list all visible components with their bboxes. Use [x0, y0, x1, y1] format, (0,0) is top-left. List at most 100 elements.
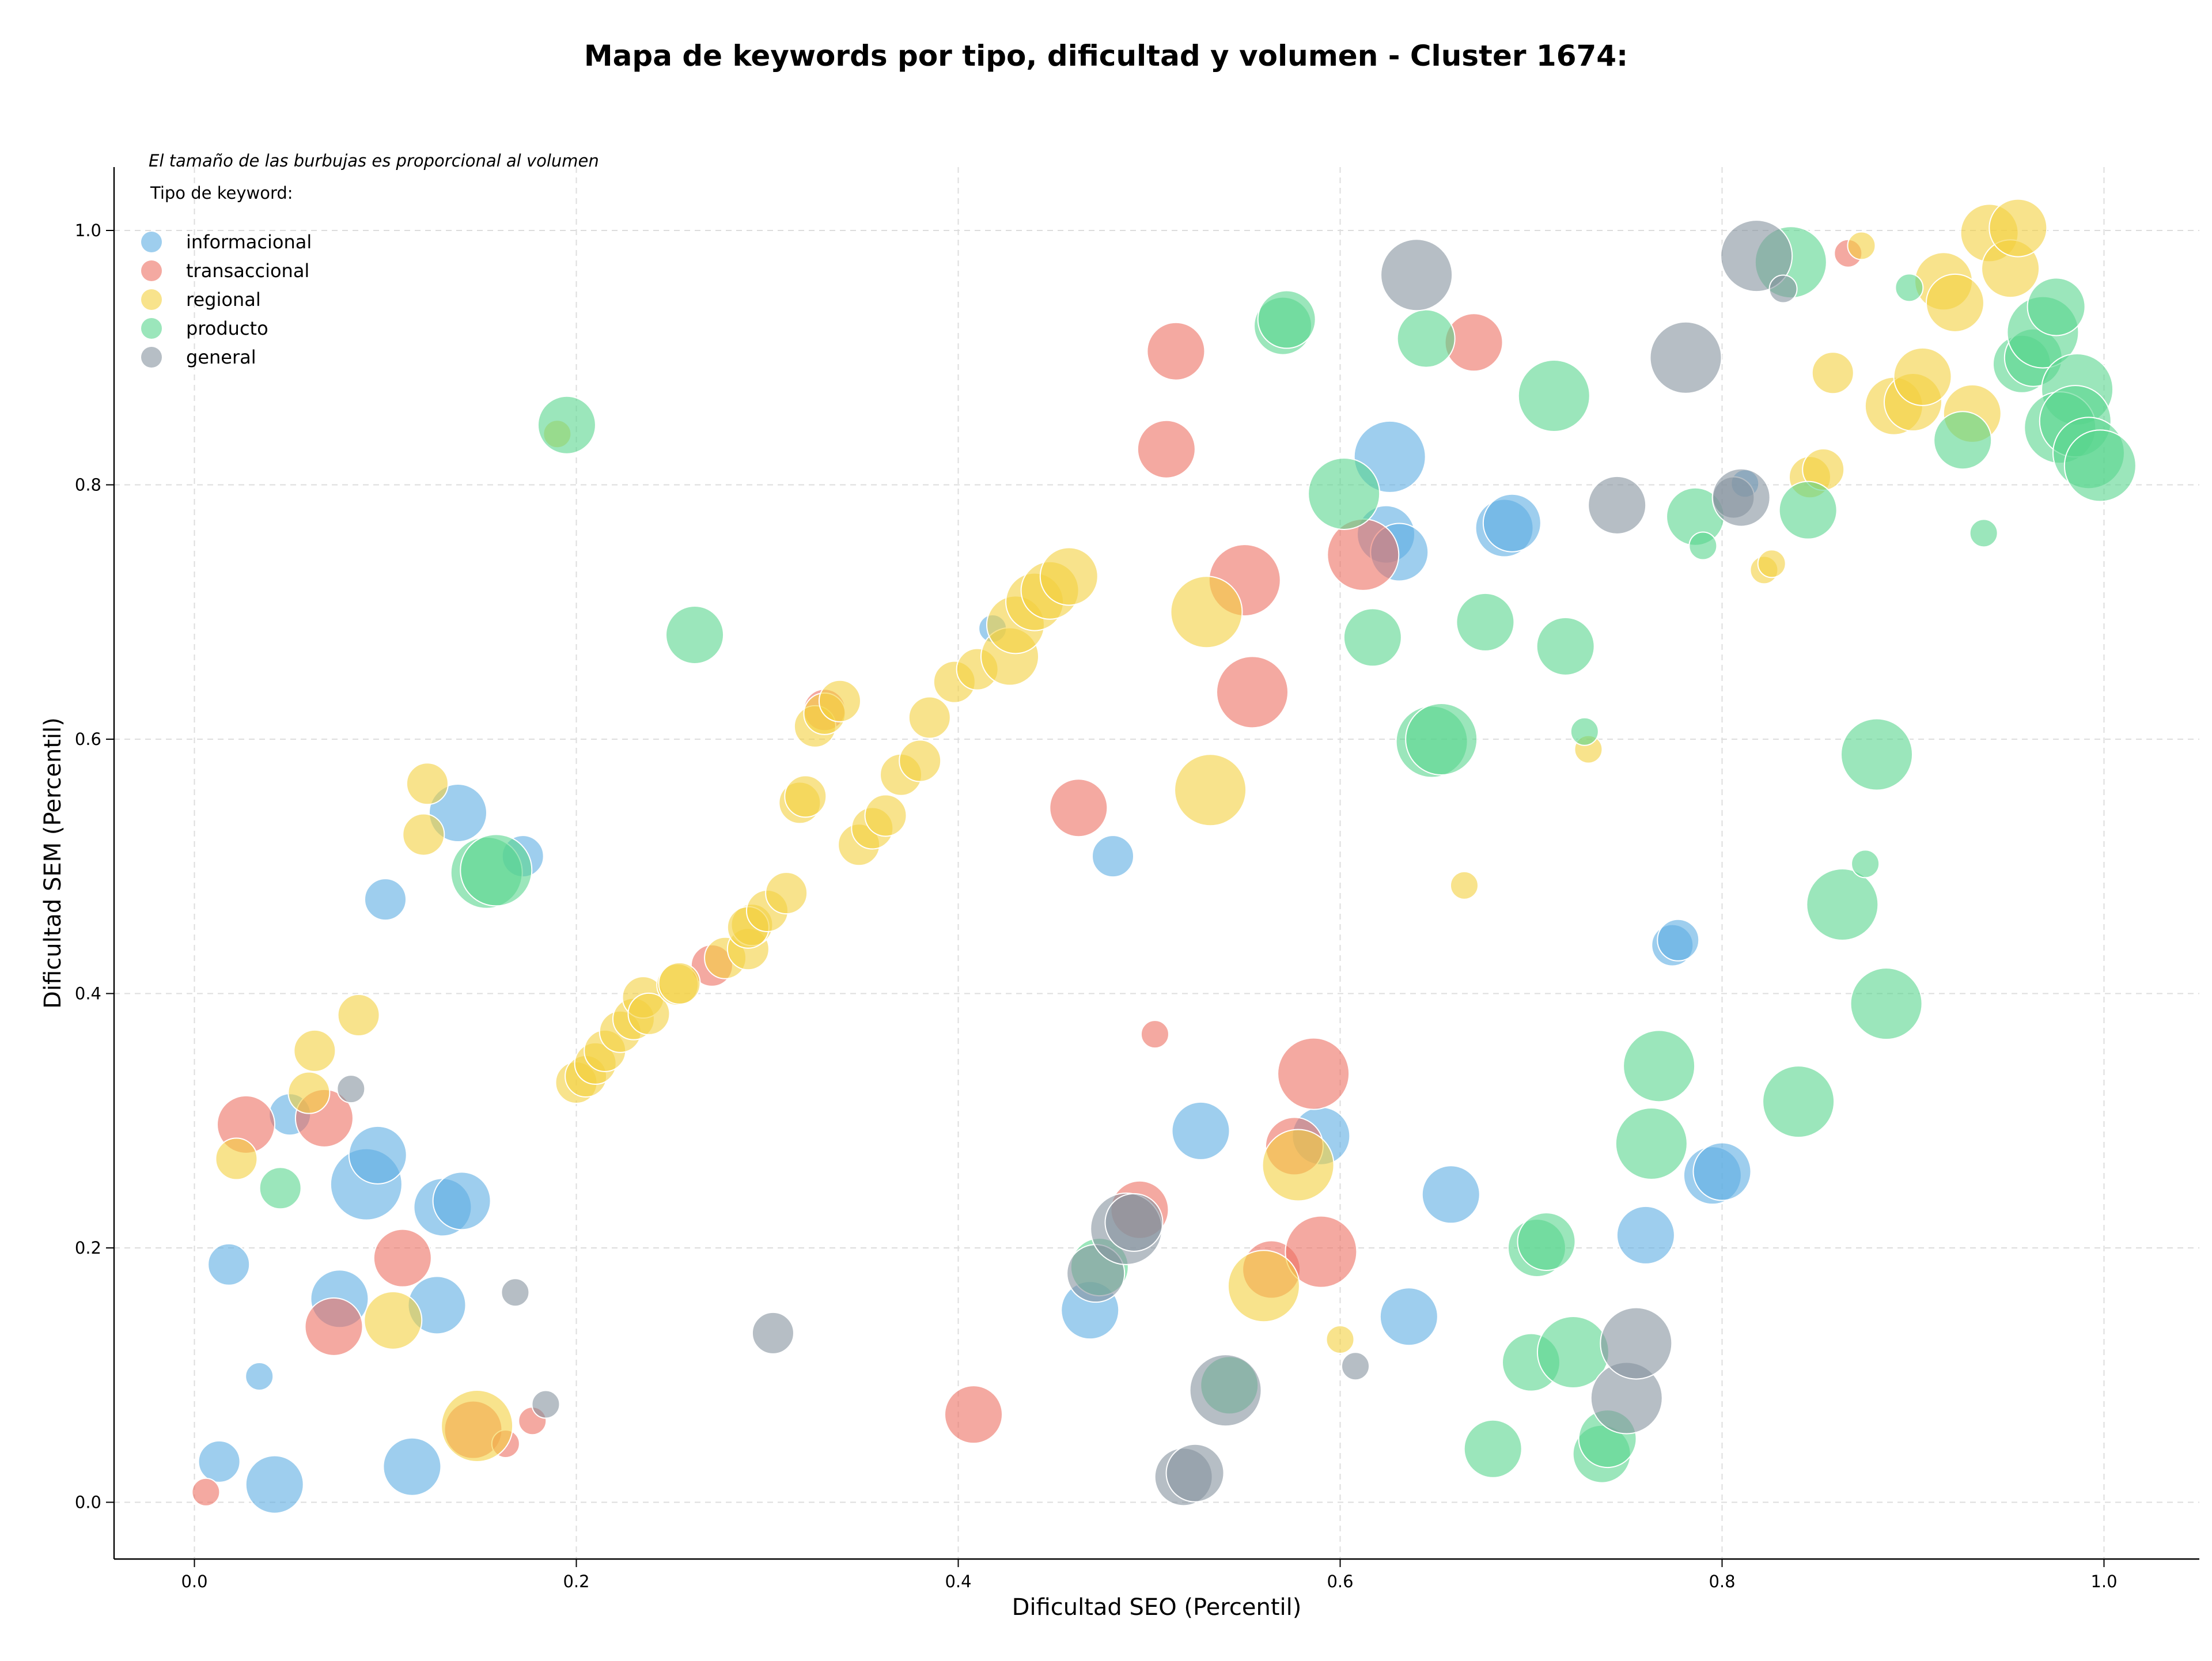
bubble-general — [1649, 321, 1722, 394]
axes — [113, 167, 2199, 1560]
bubble-producto — [1456, 592, 1515, 652]
chart-title: Mapa de keywords por tipo, dificultad y … — [584, 39, 1628, 73]
legend-title: Tipo de keyword: — [150, 183, 293, 203]
bubble-regional — [215, 1137, 258, 1181]
bubble-regional — [1449, 871, 1479, 900]
bubble-transaccional — [1285, 1215, 1358, 1288]
bubble-informacional — [245, 1455, 304, 1514]
bubble-producto — [1615, 1107, 1688, 1180]
bubble-producto — [1969, 519, 1998, 548]
x-tick-label: 0.8 — [1709, 1572, 1735, 1591]
bubble-regional — [402, 813, 445, 856]
bubble-regional — [1174, 754, 1247, 827]
bubble-informacional — [1616, 1205, 1675, 1265]
bubble-regional — [627, 992, 671, 1035]
bubble-transaccional — [1146, 321, 1206, 381]
bubble-general — [1165, 1443, 1225, 1503]
bubble-producto — [1517, 359, 1590, 432]
bubble-regional — [765, 872, 808, 915]
bubble-regional — [1325, 1325, 1355, 1354]
bubble-transaccional — [1140, 1020, 1169, 1049]
x-tick-label: 0.2 — [563, 1572, 589, 1591]
bubble-general — [1341, 1352, 1370, 1381]
bubble-general — [336, 1074, 366, 1104]
bubble-informacional — [348, 1125, 407, 1185]
bubble-regional — [1988, 198, 2048, 258]
bubble-regional — [1262, 1129, 1335, 1202]
bubble-informacional — [245, 1361, 274, 1391]
bubble-transaccional — [1049, 778, 1108, 838]
bubble-informacional — [207, 1243, 251, 1286]
legend-label-regional: regional — [186, 289, 261, 311]
x-tick-label: 0.4 — [945, 1572, 971, 1591]
bubble-transaccional — [1137, 419, 1196, 479]
bubble-producto — [1308, 457, 1381, 530]
bubble-producto — [1806, 868, 1879, 941]
y-tick-label: 0.4 — [75, 984, 101, 1004]
bubble-general — [1104, 1193, 1164, 1252]
bubble-producto — [1257, 290, 1316, 349]
bubble-regional — [784, 775, 827, 818]
bubble-producto — [665, 605, 725, 664]
bubble-regional — [1757, 549, 1786, 578]
bubble-regional — [1847, 231, 1876, 260]
bubble-producto — [1405, 703, 1478, 775]
bubble-regional — [864, 794, 907, 837]
bubble-informacional — [1379, 1287, 1438, 1346]
bubble-transaccional — [191, 1477, 221, 1507]
bubble-regional — [337, 994, 380, 1037]
legend-label-informacional: informacional — [186, 231, 312, 253]
bubble-regional — [406, 762, 449, 805]
bubble-general — [1720, 220, 1793, 293]
bubble-general — [1189, 1354, 1262, 1427]
legend-marker-producto — [141, 318, 162, 339]
bubble-producto — [1840, 718, 1914, 791]
bubble-regional — [441, 1390, 514, 1463]
bubble-producto — [1463, 1419, 1522, 1478]
bubble-regional — [908, 696, 951, 739]
bubble-general — [531, 1390, 560, 1419]
bubble-producto — [1778, 480, 1838, 540]
bubble-producto — [537, 395, 596, 455]
bubble-regional — [287, 1071, 331, 1114]
bubble-transaccional — [1327, 518, 1400, 591]
bubble-transaccional — [373, 1228, 432, 1288]
bubble-general — [1711, 468, 1771, 527]
bubble-regional — [1893, 347, 1952, 406]
legend-label-producto: producto — [186, 317, 268, 339]
bubble-transaccional — [1277, 1037, 1350, 1110]
bubble-transaccional — [1216, 656, 1289, 729]
bubble-producto — [259, 1167, 302, 1210]
bubble-general — [501, 1278, 530, 1307]
legend-marker-regional — [141, 289, 162, 310]
bubble-general — [1768, 274, 1798, 304]
bubble-regional — [363, 1291, 423, 1350]
x-axis-label: Dificultad SEO (Percentil) — [1012, 1594, 1302, 1621]
bubble-general — [1380, 239, 1453, 312]
bubble-informacional — [382, 1437, 442, 1496]
bubble-informacional — [1482, 493, 1541, 553]
x-tick-label: 0.0 — [181, 1572, 207, 1591]
bubble-producto — [1517, 1212, 1576, 1271]
bubble-producto — [1895, 273, 1924, 302]
bubble-regional — [1925, 273, 1984, 332]
legend-marker-transaccional — [141, 260, 162, 281]
bubble-producto — [2027, 277, 2086, 336]
bubble-general — [1588, 475, 1647, 535]
bubble-producto — [1688, 531, 1718, 561]
chart-subtitle: El tamaño de las burbujas es proporciona… — [149, 151, 599, 171]
bubble-informacional — [1092, 835, 1135, 878]
bubble-producto — [1623, 1030, 1696, 1103]
legend-label-general: general — [186, 346, 256, 368]
bubble-informacional — [1657, 918, 1700, 962]
bubble-informacional — [364, 878, 407, 921]
bubble-producto — [1396, 309, 1456, 368]
bubble-regional — [1039, 547, 1099, 606]
bubble-informacional — [198, 1440, 241, 1483]
bubble-informacional — [432, 1171, 491, 1231]
legend-marker-general — [141, 347, 162, 368]
bubble-regional — [818, 679, 861, 722]
bubble-producto — [1536, 616, 1595, 676]
y-tick-label: 0.8 — [75, 475, 101, 495]
